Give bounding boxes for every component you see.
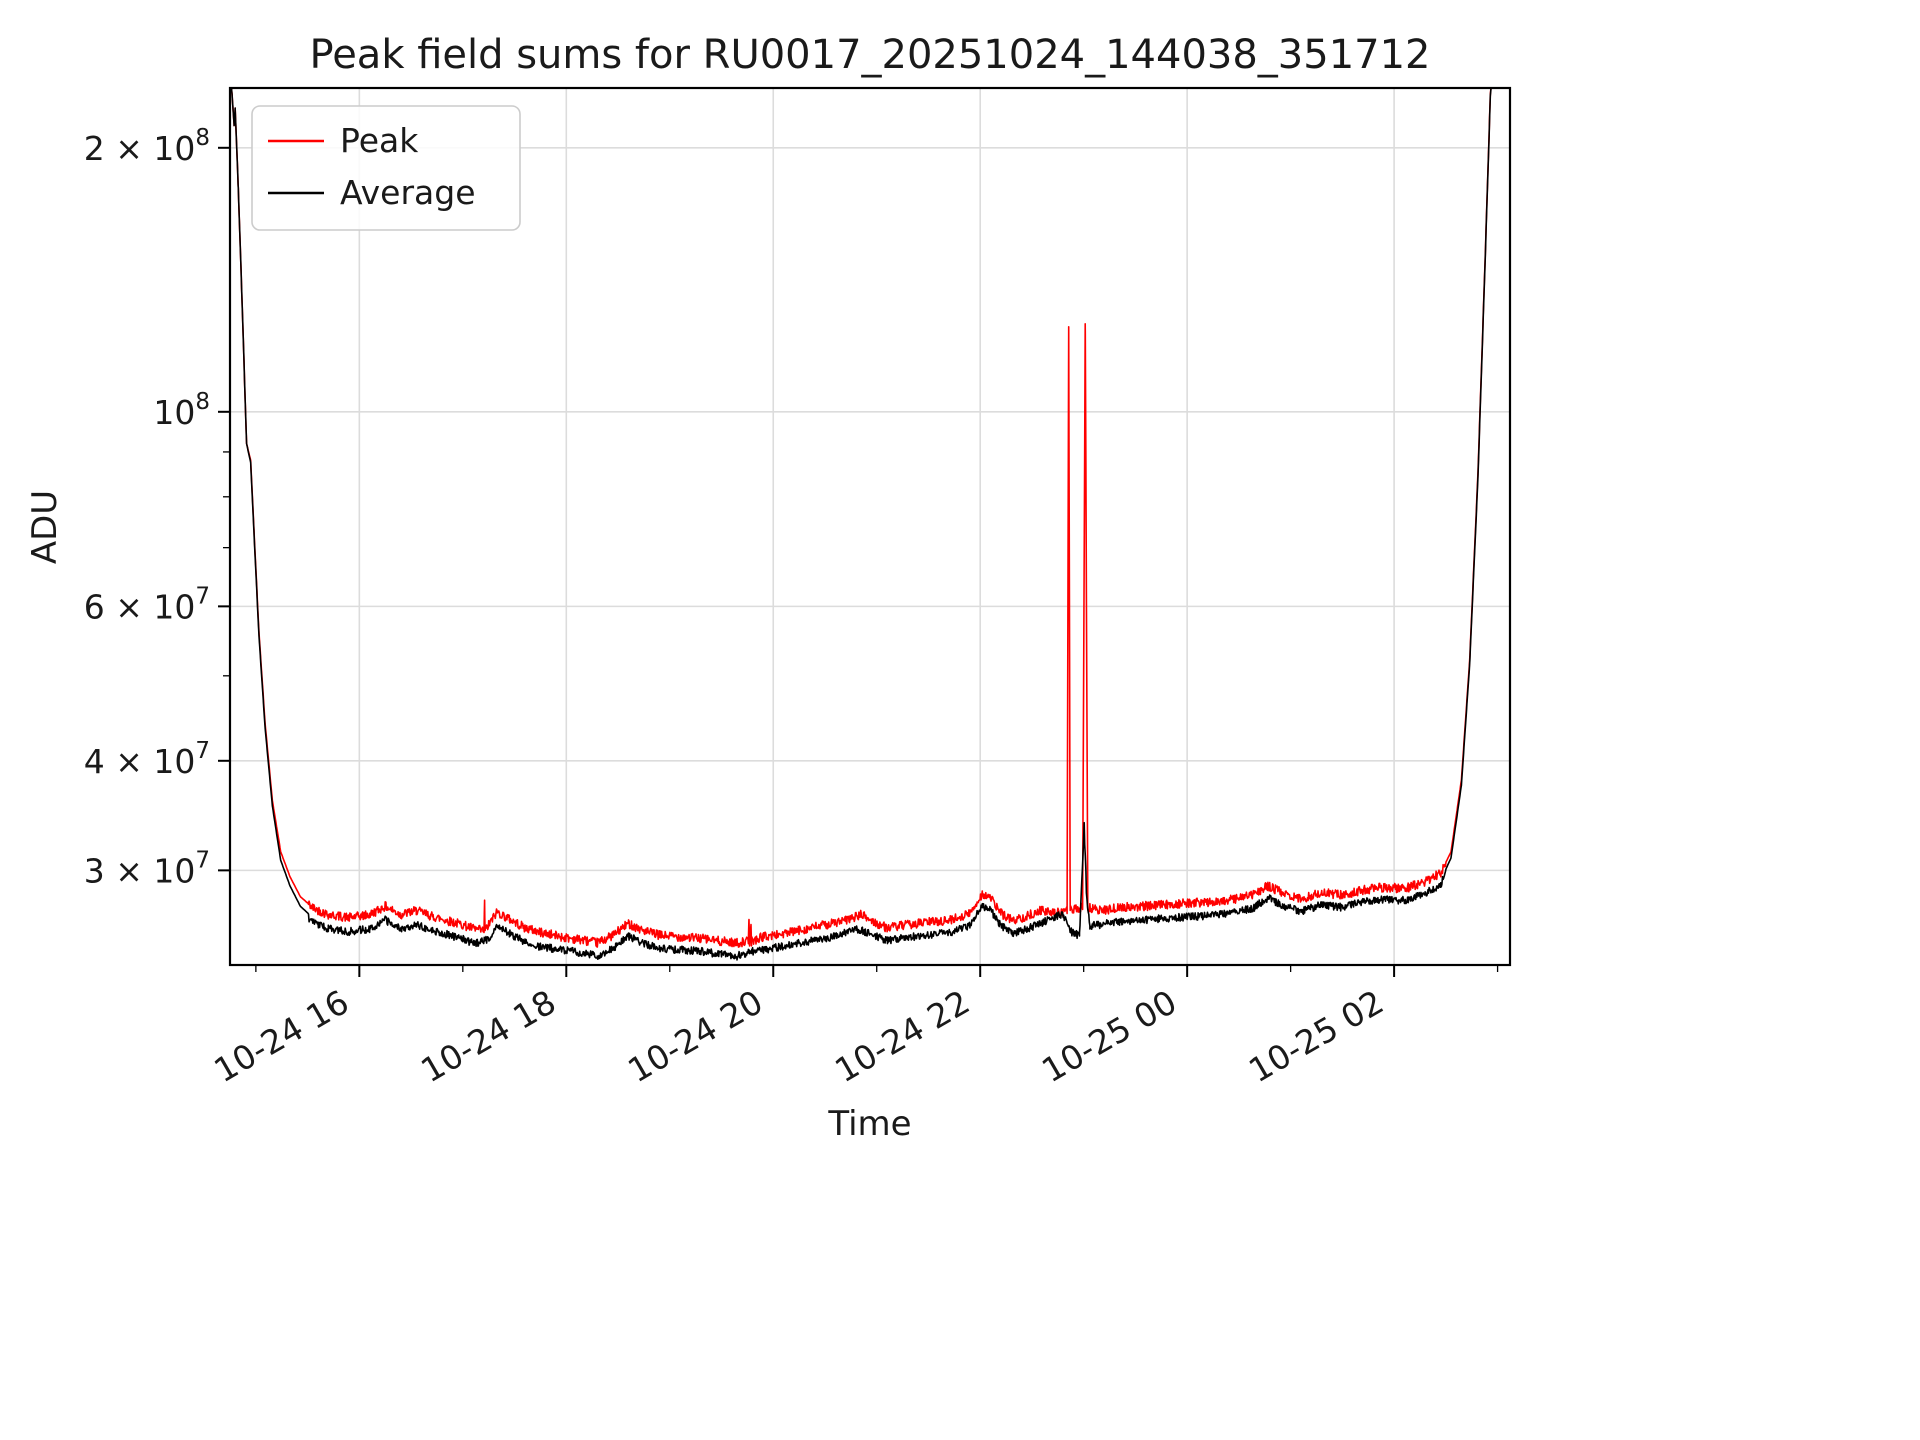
y-axis-label: ADU: [25, 490, 65, 564]
x-tick-label: 10-24 18: [414, 982, 562, 1090]
plot-frame: [228, 86, 1512, 967]
x-tick-label: 10-24 22: [828, 982, 976, 1090]
axis-ticks: [218, 146, 1499, 977]
x-tick-label: 10-25 00: [1035, 982, 1183, 1090]
x-tick-label: 10-25 02: [1242, 982, 1390, 1090]
peak-series-line: [230, 88, 1492, 948]
legend-label-average: Average: [340, 173, 476, 212]
y-tick-label: 108: [153, 389, 210, 432]
y-tick-label: 4 × 107: [84, 738, 210, 781]
y-tick-label: 6 × 107: [84, 583, 210, 626]
legend-label-peak: Peak: [340, 121, 419, 160]
chart-title: Peak field sums for RU0017_20251024_1440…: [310, 32, 1431, 78]
average-series-line: [230, 88, 1492, 961]
x-tick-label: 10-24 20: [621, 982, 769, 1090]
x-axis-label: Time: [827, 1104, 911, 1144]
x-tick-label: 10-24 16: [207, 982, 355, 1090]
plot-series: [230, 88, 1492, 961]
legend-box: [251, 105, 521, 231]
y-tick-label: 2 × 108: [84, 125, 210, 168]
legend: Peak Average: [251, 105, 521, 231]
y-tick-label: 3 × 107: [84, 847, 210, 890]
